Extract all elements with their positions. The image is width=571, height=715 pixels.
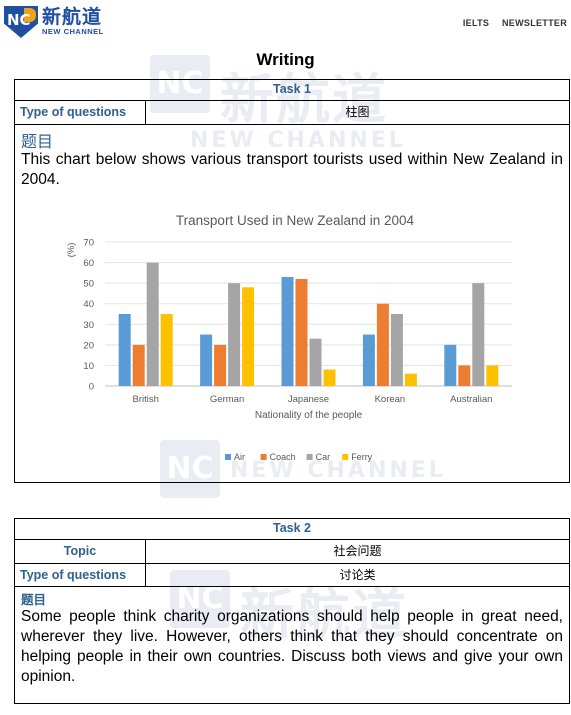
legend-label-air: Air — [234, 452, 245, 462]
header-link-ielts[interactable]: IELTS — [462, 18, 490, 28]
bar-coach-korean — [376, 303, 389, 386]
task1-table: Task 1 Type of questions 柱图 题目 This char… — [14, 79, 570, 483]
task1-topic-heading: 题目 — [21, 132, 54, 151]
task1-heading: Task 1 — [15, 80, 569, 101]
legend-swatch-air — [225, 454, 231, 460]
brand-logo: NC 新航道 NEW CHANNEL — [4, 6, 104, 38]
y-axis-label: (%) — [66, 243, 77, 258]
bar-car-korean — [390, 314, 403, 386]
bar-air-german — [200, 334, 213, 386]
x-tick-label: German — [210, 394, 244, 405]
legend-label-car: Car — [316, 452, 331, 462]
bar-ferry-korean — [404, 373, 417, 386]
y-tick-label: 40 — [83, 299, 94, 310]
chart-title: Transport Used in New Zealand in 2004 — [176, 213, 415, 228]
bar-car-japanese — [309, 338, 322, 386]
bar-coach-german — [214, 344, 227, 386]
y-tick-label: 50 — [83, 279, 94, 290]
y-tick-label: 0 — [89, 382, 94, 393]
task2-topic-value: 社会问题 — [333, 544, 382, 558]
bar-chart: Transport Used in New Zealand in 2004 0 10… — [66, 213, 512, 462]
task2-prompt: Some people think charity organizations … — [21, 608, 563, 685]
bar-coach-japanese — [295, 279, 308, 386]
bar-car-german — [228, 283, 241, 386]
y-tick-label: 60 — [83, 258, 94, 269]
bar-ferry-australian — [486, 365, 499, 386]
y-tick-label: 30 — [83, 320, 94, 331]
bar-air-korean — [362, 334, 375, 386]
bar-coach-british — [132, 344, 145, 386]
legend-swatch-coach — [260, 454, 267, 460]
bar-ferry-german — [242, 287, 255, 386]
task2-heading: Task 2 — [15, 519, 569, 540]
brand-name-cn: 新航道 — [42, 6, 103, 29]
y-tick-label: 10 — [83, 361, 94, 372]
task2-topic-label: Topic — [15, 540, 146, 563]
y-tick-label: 70 — [83, 238, 94, 249]
task1-prompt: This chart below shows various transport… — [21, 151, 563, 188]
bar-car-australian — [472, 283, 485, 386]
bar-ferry-japanese — [323, 369, 336, 386]
header-link-newsletter[interactable]: NEWSLETTER — [502, 18, 567, 28]
task2-type-value: 讨论类 — [339, 568, 376, 582]
y-tick-label: 20 — [83, 340, 94, 351]
task2-type-label: Type of questions — [15, 564, 146, 586]
page-title: Writing — [256, 50, 315, 69]
bar-coach-australian — [458, 365, 471, 386]
x-tick-label: Japanese — [288, 394, 329, 405]
header-links: IELTS NEWSLETTER — [453, 18, 567, 28]
task2-topic-heading: 题目 — [21, 592, 47, 607]
task1-type-label: Type of questions — [15, 101, 146, 124]
x-tick-label: Korean — [375, 394, 406, 405]
bar-ferry-british — [160, 314, 173, 386]
bar-air-british — [118, 314, 131, 386]
x-axis-label: Nationality of the people — [255, 410, 363, 421]
task1-type-value: 柱图 — [345, 105, 370, 119]
bar-air-australian — [444, 344, 457, 386]
legend-swatch-car — [306, 454, 313, 460]
legend-swatch-ferry — [342, 454, 349, 460]
task2-table: Task 2 Topic 社会问题 Type of questions 讨论类 … — [14, 518, 570, 704]
brand-mark-icon: NC — [4, 6, 38, 38]
brand-name-en: NEW CHANNEL — [42, 27, 104, 37]
legend-label-ferry: Ferry — [351, 452, 372, 462]
x-tick-label: Australian — [450, 394, 492, 405]
x-tick-label: British — [132, 394, 158, 405]
legend-label-coach: Coach — [270, 452, 296, 462]
bar-air-japanese — [281, 276, 294, 386]
bar-car-british — [146, 262, 159, 386]
